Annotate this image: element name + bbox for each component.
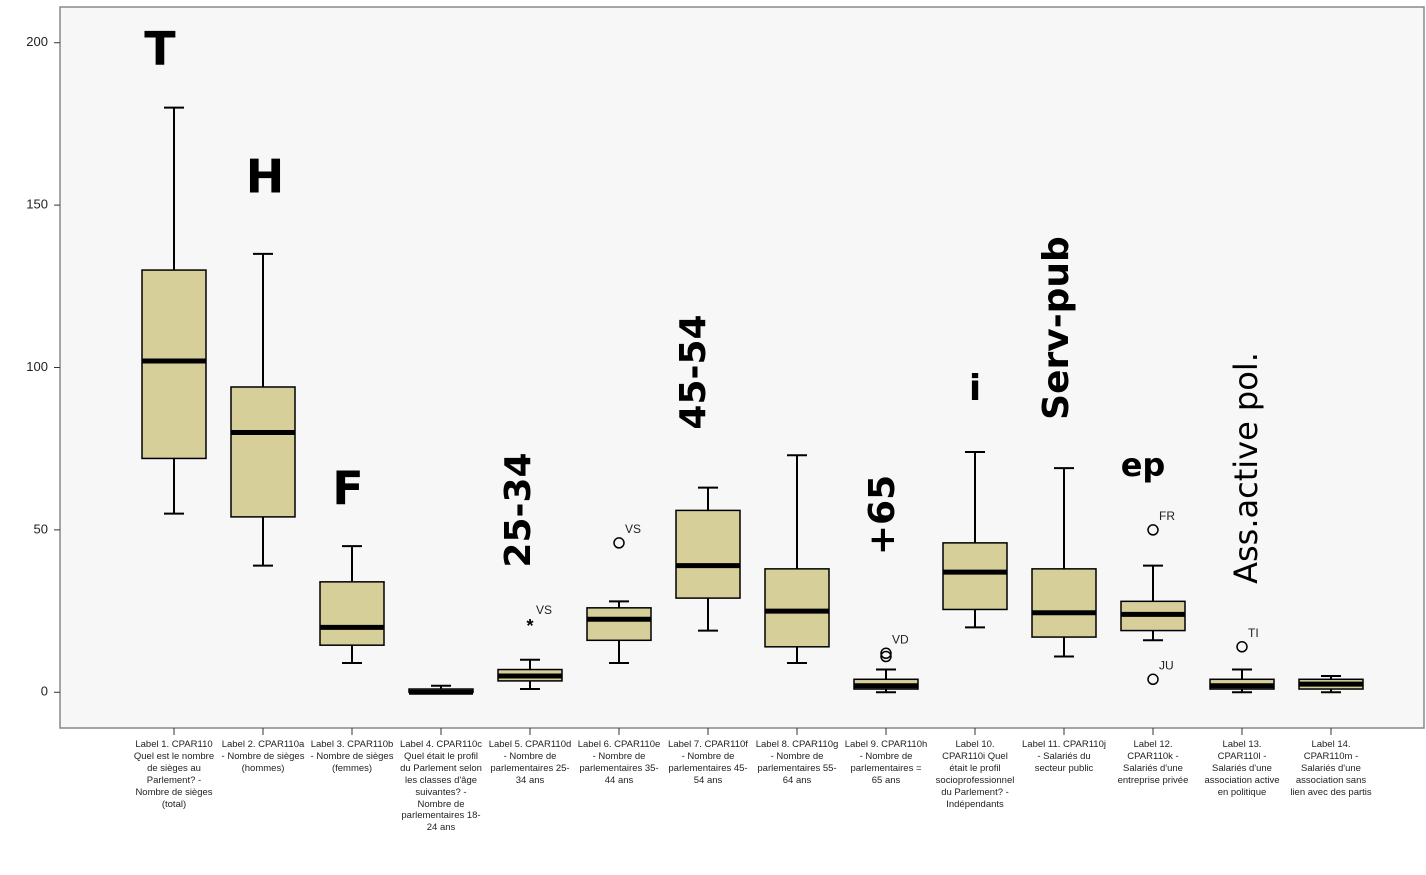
box [586, 607, 652, 642]
annotation: Ass.active pol. [1227, 352, 1265, 584]
box [230, 386, 296, 518]
x-tick-label: Label 10. CPAR110i Quel était le profil … [935, 739, 1015, 810]
x-tick-label: Label 3. CPAR110b - Nombre de sièges (fe… [310, 739, 394, 774]
outlier-star: * [526, 616, 533, 636]
x-tick-label: Label 4. CPAR110c Quel était le profil d… [399, 739, 483, 834]
annotation: Serv-pub [1036, 236, 1077, 420]
x-tick-label: Label 6. CPAR110e - Nombre de parlementa… [577, 739, 661, 786]
x-tick-label: Label 5. CPAR110d - Nombre de parlementa… [488, 739, 572, 786]
outlier-label: TI [1248, 626, 1259, 640]
x-tick-label: Label 1. CPAR110 Quel est le nombre de s… [133, 739, 215, 810]
x-tick-label: Label 8. CPAR110g - Nombre de parlementa… [755, 739, 839, 786]
outlier [880, 647, 892, 660]
x-tick-label: Label 2. CPAR110a - Nombre de sièges (ho… [221, 739, 305, 774]
annotation: H [246, 150, 285, 204]
box [942, 542, 1008, 611]
outlier-label: VS [625, 522, 641, 536]
outlier [613, 537, 625, 549]
outlier-label: VS [536, 603, 552, 617]
outlier-label: FR [1159, 509, 1175, 523]
x-tick-label: Label 9. CPAR110h - Nombre de parlementa… [844, 739, 928, 786]
annotation: ep [1121, 446, 1166, 484]
annotation: +65 [862, 475, 903, 555]
box [319, 581, 385, 646]
plot-area [59, 6, 1425, 729]
y-tick-label: 50 [34, 521, 48, 536]
x-tick-label: Label 14. CPAR110m - Salariés d'une asso… [1290, 739, 1372, 798]
outlier-label: VD [892, 632, 909, 646]
outlier [1147, 673, 1159, 686]
annotation: 25-34 [498, 452, 539, 567]
y-tick-label: 100 [26, 359, 48, 374]
box [675, 509, 741, 599]
y-tick-label: 150 [26, 197, 48, 212]
box [141, 269, 207, 460]
box [764, 568, 830, 648]
x-tick-label: Label 12. CPAR110k - Salariés d'une entr… [1117, 739, 1189, 786]
y-tick-label: 0 [41, 684, 48, 699]
y-tick-label: 200 [26, 34, 48, 49]
x-tick-label: Label 7. CPAR110f - Nombre de parlementa… [668, 739, 748, 786]
outlier [880, 650, 892, 663]
outlier [1236, 641, 1248, 653]
annotation: 45-54 [673, 314, 714, 429]
outlier-label: JU [1159, 658, 1174, 672]
box [1031, 568, 1097, 638]
annotation: F [332, 462, 363, 516]
annotation: i [969, 368, 981, 409]
x-tick-label: Label 13. CPAR110l - Salariés d'une asso… [1204, 739, 1280, 798]
x-tick-label: Label 11. CPAR110j - Salariés du secteur… [1022, 739, 1106, 774]
annotation: T [144, 22, 176, 76]
outlier [1147, 524, 1159, 536]
